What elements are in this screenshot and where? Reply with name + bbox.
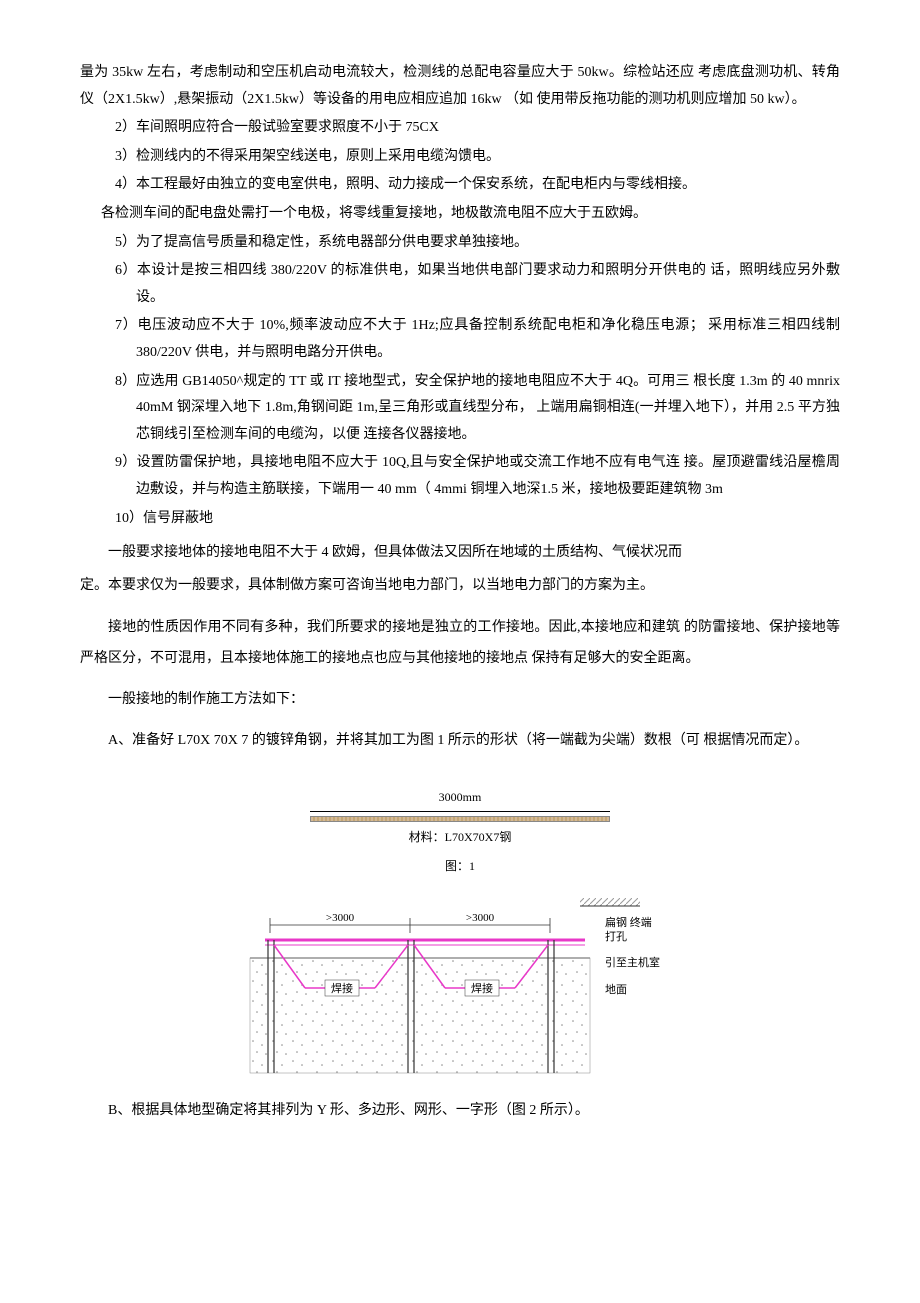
para-resistance-a: 一般要求接地体的接地电阻不大于 4 欧姆，但具体做法又因所在地域的土质结构、气候… [80, 540, 840, 567]
top-dimension: 3000mm [80, 786, 840, 809]
weld-label-2: 焊接 [471, 981, 493, 995]
dim-left-text: >3000 [326, 912, 355, 924]
para-step-a: A、准备好 L70X 70X 7 的镀锌角钢，并将其加工为图 1 所示的形状（将… [80, 726, 840, 757]
list-item-10: 10）信号屏蔽地 [108, 506, 840, 533]
para-method-intro: 一般接地的制作施工方法如下： [80, 687, 840, 714]
figure-1: 3000mm 材料：L70X70X7钢 图：1 >3000 >3000 [80, 786, 840, 1077]
grounding-diagram: >3000 >3000 焊接 [230, 898, 690, 1078]
list-item-9: 9）设置防雷保护地，具接地电阻不应大于 10Q,且与安全保护地或交流工作地不应有… [108, 450, 840, 503]
label-ground: 地面 [605, 983, 627, 996]
list-item-4: 4）本工程最好由独立的变电室供电，照明、动力接成一个保安系统，在配电柜内与零线相… [108, 172, 840, 199]
list-item-4-cont: 各检测车间的配电盘处需打一个电极，将零线重复接地，地极散流电阻不应大于五欧姆。 [80, 201, 840, 228]
label-flat-steel: 扁钢 终端 [605, 915, 652, 929]
material-label: 材料：L70X70X7钢 [80, 826, 840, 849]
intro-paragraph: 量为 35kw 左右，考虑制动和空压机启动电流较大，检测线的总配电容量应大于 5… [80, 60, 840, 113]
weld-label-1: 焊接 [331, 981, 353, 995]
para-resistance-b: 定。本要求仅为一般要求，具体制做方案可咨询当地电力部门，以当地电力部门的方案为主… [80, 571, 840, 602]
figure-number: 图：1 [80, 855, 840, 878]
dim-right-text: >3000 [466, 912, 495, 924]
list-item-7: 7）电压波动应不大于 10%,频率波动应不大于 1Hz;应具备控制系统配电柜和净… [108, 313, 840, 366]
steel-bar-top [310, 816, 610, 822]
para-grounding-type: 接地的性质因作用不同有多种，我们所要求的接地是独立的工作接地。因此,本接地应和建… [80, 613, 840, 675]
top-dim-line [310, 811, 610, 812]
list-item-5: 5）为了提高信号质量和稳定性，系统电器部分供电要求单独接地。 [108, 230, 840, 257]
list-item-6: 6）本设计是按三相四线 380/220V 的标准供电，如果当地供电部门要求动力和… [108, 258, 840, 311]
list-item-8: 8）应选用 GB14050^规定的 TT 或 IT 接地型式，安全保护地的接地电… [108, 369, 840, 449]
list-item-2: 2）车间照明应符合一般试验室要求照度不小于 75CX [108, 115, 840, 142]
label-to-host: 引至主机室 [605, 955, 660, 969]
para-step-b: B、根据具体地型确定将其排列为 Y 形、多边形、网形、一字形（图 2 所示）。 [80, 1098, 840, 1125]
label-flat-steel-2: 打孔 [605, 929, 627, 943]
list-item-3: 3）检测线内的不得采用架空线送电，原则上采用电缆沟馈电。 [108, 144, 840, 171]
